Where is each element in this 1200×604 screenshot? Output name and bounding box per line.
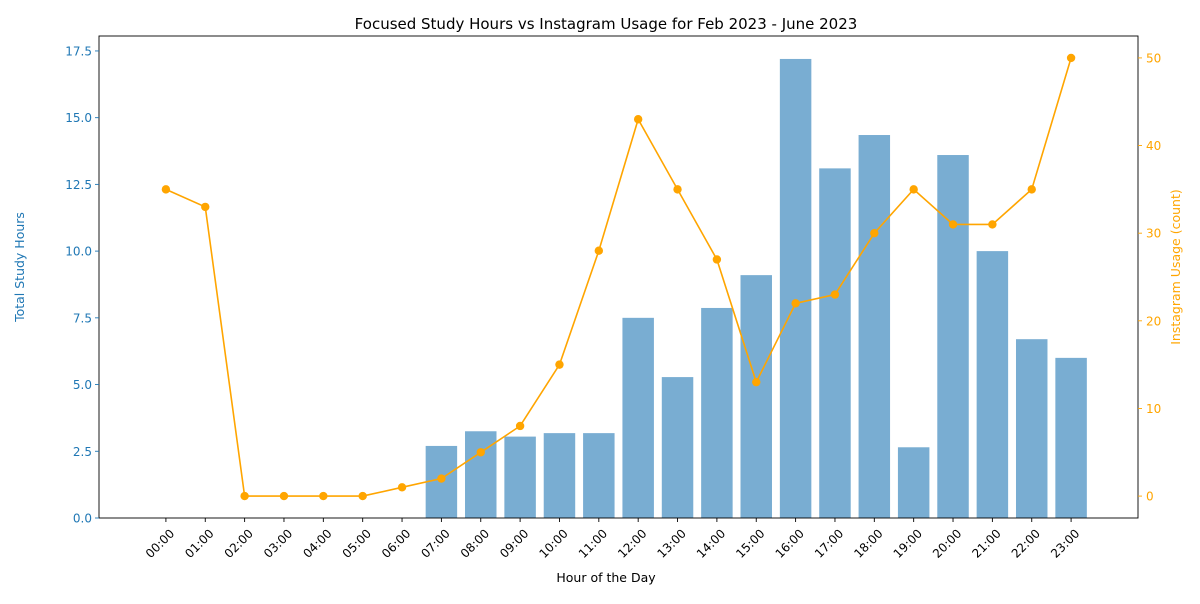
point-14:00 <box>712 255 722 264</box>
point-23:00 <box>1066 53 1076 63</box>
bar-13:00 <box>661 377 694 518</box>
bar-18:00 <box>858 135 891 518</box>
point-12:00 <box>633 115 643 124</box>
bar-09:00 <box>504 436 536 518</box>
x-tick-label: 00:00 <box>143 526 177 560</box>
x-tick-label: 02:00 <box>222 526 256 560</box>
y-tick-label: 10.0 <box>65 245 92 259</box>
bar-19:00 <box>897 447 930 518</box>
bar-series <box>425 58 1087 519</box>
bar-10:00 <box>543 433 576 518</box>
point-09:00 <box>515 421 525 431</box>
point-15:00 <box>752 377 761 387</box>
bar-22:00 <box>1015 339 1048 518</box>
x-tick-label: 15:00 <box>733 526 767 560</box>
x-tick-label: 20:00 <box>930 526 964 560</box>
x-tick-label: 17:00 <box>812 526 846 560</box>
bar-17:00 <box>819 168 851 518</box>
point-06:00 <box>397 483 407 492</box>
x-tick-label: 09:00 <box>497 526 531 560</box>
x-tick-label: 21:00 <box>969 526 1003 560</box>
point-17:00 <box>830 290 840 299</box>
point-00:00 <box>161 185 171 194</box>
bar-11:00 <box>583 433 615 518</box>
y-axis-label: Total Study Hours <box>12 212 27 323</box>
bar-23:00 <box>1055 357 1087 518</box>
axes <box>98 35 1139 519</box>
bar-15:00 <box>740 275 772 518</box>
x-tick-label: 12:00 <box>615 526 649 560</box>
y-tick-label: 7.5 <box>73 311 92 325</box>
point-04:00 <box>319 491 328 501</box>
bar-20:00 <box>937 155 969 519</box>
x-tick-label: 23:00 <box>1048 526 1082 560</box>
point-18:00 <box>870 228 879 238</box>
y-tick-label: 17.5 <box>65 44 92 58</box>
y2-tick-label: 40 <box>1146 139 1161 153</box>
x-tick-label: 19:00 <box>891 526 925 560</box>
x-tick-label: 18:00 <box>851 526 885 560</box>
y2-tick-label: 10 <box>1146 402 1161 416</box>
x-tick-label: 10:00 <box>536 526 570 560</box>
x-tick-label: 14:00 <box>694 526 728 560</box>
point-19:00 <box>909 185 918 194</box>
point-20:00 <box>948 220 958 229</box>
chart-title: Focused Study Hours vs Instagram Usage f… <box>355 15 858 33</box>
x-tick-label: 13:00 <box>655 526 689 560</box>
line-series <box>161 53 1076 501</box>
point-02:00 <box>240 491 249 501</box>
bar-12:00 <box>622 317 654 518</box>
x-tick-label: 16:00 <box>773 526 807 560</box>
point-07:00 <box>437 474 446 483</box>
x-tick-label: 03:00 <box>261 526 295 560</box>
y-tick-label: 5.0 <box>73 378 92 392</box>
y2-tick-label: 20 <box>1146 314 1161 328</box>
point-08:00 <box>476 448 485 457</box>
x-tick-label: 11:00 <box>576 526 610 560</box>
x-axis-label: Hour of the Day <box>556 570 656 585</box>
point-22:00 <box>1027 185 1036 194</box>
point-01:00 <box>201 202 210 212</box>
y-tick-label: 0.0 <box>73 512 92 526</box>
point-10:00 <box>555 360 564 369</box>
x-tick-label: 22:00 <box>1009 526 1043 560</box>
point-03:00 <box>279 491 289 501</box>
instagram-usage-line <box>165 57 1072 497</box>
y-tick-label: 12.5 <box>65 178 92 192</box>
x-tick-label: 01:00 <box>182 526 216 560</box>
x-tick-label: 08:00 <box>458 526 492 560</box>
bar-21:00 <box>976 251 1009 518</box>
x-tick-label: 06:00 <box>379 526 413 560</box>
point-21:00 <box>988 220 997 229</box>
y2-tick-label: 0 <box>1146 490 1154 504</box>
x-tick-label: 04:00 <box>300 526 334 560</box>
y2-axis-label: Instagram Usage (count) <box>1168 189 1183 345</box>
bar-16:00 <box>779 58 812 518</box>
point-05:00 <box>358 491 367 501</box>
x-tick-label: 05:00 <box>340 526 374 560</box>
y-tick-label: 15.0 <box>65 111 92 125</box>
bar-14:00 <box>701 307 733 518</box>
point-11:00 <box>594 246 604 255</box>
y2-tick-label: 30 <box>1146 227 1161 241</box>
y2-tick-label: 50 <box>1146 51 1161 65</box>
point-13:00 <box>673 185 682 194</box>
x-tick-label: 07:00 <box>418 526 452 560</box>
y-tick-label: 2.5 <box>73 445 92 459</box>
point-16:00 <box>791 299 800 308</box>
plot-frame <box>98 35 1139 519</box>
